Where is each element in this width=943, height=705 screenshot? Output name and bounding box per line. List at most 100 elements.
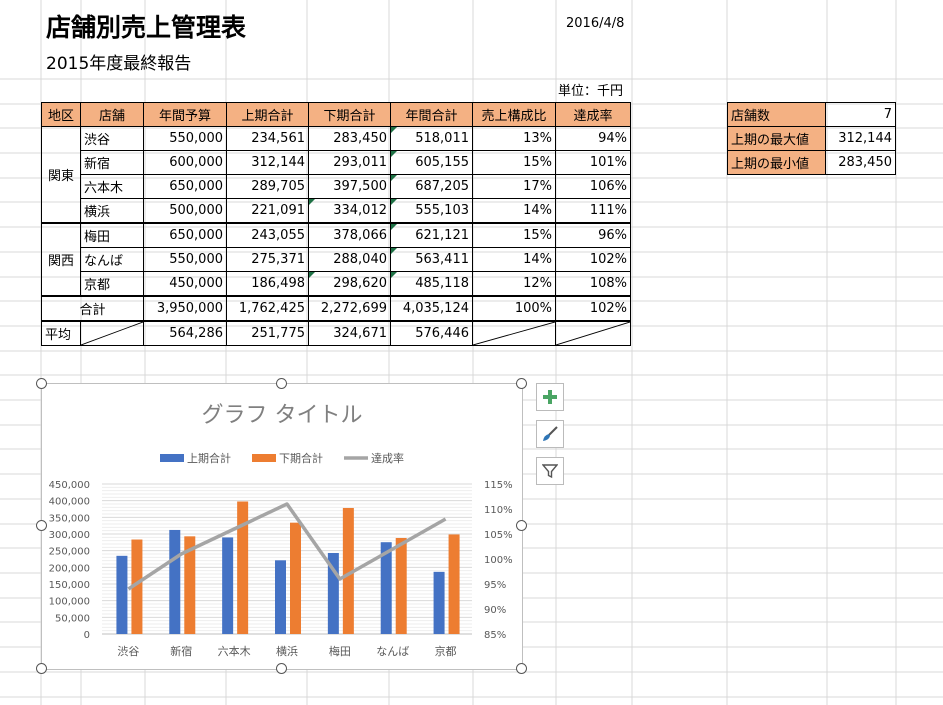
- annual-total-cell[interactable]: 687,205: [390, 174, 473, 199]
- achievement-cell[interactable]: 111%: [555, 198, 631, 224]
- annual-total-cell[interactable]: 563,411: [390, 247, 473, 272]
- first-half-cell[interactable]: 312,144: [226, 150, 309, 175]
- second-half-cell[interactable]: 298,620: [308, 271, 391, 297]
- share-cell[interactable]: 17%: [472, 174, 556, 199]
- chart-title[interactable]: グラフ タイトル: [202, 403, 363, 428]
- annual-total-cell[interactable]: 621,121: [390, 222, 473, 248]
- col-header-annual-total[interactable]: 年間合計: [390, 102, 473, 127]
- second-half-cell[interactable]: 378,066: [308, 222, 391, 248]
- annual-total-cell[interactable]: 485,118: [390, 271, 473, 297]
- annual-total-cell[interactable]: 555,103: [390, 198, 473, 224]
- resize-handle-bottom-right[interactable]: [516, 663, 527, 674]
- share-cell[interactable]: 14%: [472, 198, 556, 224]
- budget-cell[interactable]: 650,000: [143, 174, 227, 199]
- budget-cell[interactable]: 550,000: [143, 247, 227, 272]
- budget-cell[interactable]: 500,000: [143, 198, 227, 224]
- col-header-region[interactable]: 地区: [41, 102, 81, 127]
- average-label[interactable]: 平均: [41, 320, 81, 346]
- first-half-cell[interactable]: 234,561: [226, 126, 309, 151]
- average-first-half-cell[interactable]: 251,775: [226, 320, 309, 346]
- region-kanto[interactable]: 関東: [41, 126, 81, 224]
- store-cell[interactable]: 京都: [80, 271, 144, 297]
- store-count-label[interactable]: 店舗数: [727, 102, 826, 127]
- first-half-cell[interactable]: 221,091: [226, 198, 309, 224]
- total-second-half-cell[interactable]: 2,272,699: [308, 295, 391, 322]
- resize-handle-left[interactable]: [36, 520, 47, 531]
- chart-elements-button[interactable]: [536, 383, 564, 411]
- achievement-cell[interactable]: 108%: [555, 271, 631, 297]
- store-cell[interactable]: 渋谷: [80, 126, 144, 151]
- col-header-store[interactable]: 店舗: [80, 102, 144, 127]
- total-share-cell[interactable]: 100%: [472, 295, 556, 322]
- resize-handle-top-right[interactable]: [516, 378, 527, 389]
- total-first-half-cell[interactable]: 1,762,425: [226, 295, 309, 322]
- share-cell[interactable]: 12%: [472, 271, 556, 297]
- empty-slashed-cell[interactable]: [472, 320, 556, 346]
- store-cell[interactable]: なんば: [80, 247, 144, 272]
- average-budget-cell[interactable]: 564,286: [143, 320, 227, 346]
- share-cell[interactable]: 15%: [472, 150, 556, 175]
- first-half-min-label[interactable]: 上期の最小値: [727, 150, 826, 175]
- formula-warning-indicator: [391, 272, 397, 278]
- average-annual-cell[interactable]: 576,446: [390, 320, 473, 346]
- achievement-cell[interactable]: 106%: [555, 174, 631, 199]
- total-label[interactable]: 合計: [41, 295, 144, 322]
- col-header-second-half[interactable]: 下期合計: [308, 102, 391, 127]
- resize-handle-right[interactable]: [516, 520, 527, 531]
- x-tick-label: 渋谷: [117, 645, 139, 658]
- annual-total-cell[interactable]: 518,011: [390, 126, 473, 151]
- combo-chart[interactable]: グラフ タイトル 上期合計 下期合計 達成率 0 50,000 100,000 150,0…: [41, 383, 523, 670]
- share-cell[interactable]: 14%: [472, 247, 556, 272]
- achievement-cell[interactable]: 102%: [555, 247, 631, 272]
- budget-cell[interactable]: 600,000: [143, 150, 227, 175]
- annual-total-cell[interactable]: 605,155: [390, 150, 473, 175]
- resize-handle-bottom[interactable]: [276, 663, 287, 674]
- chart-styles-button[interactable]: [536, 420, 564, 448]
- total-achievement-cell[interactable]: 102%: [555, 295, 631, 322]
- col-header-first-half[interactable]: 上期合計: [226, 102, 309, 127]
- second-half-cell[interactable]: 288,040: [308, 247, 391, 272]
- chart-legend[interactable]: 上期合計 下期合計 達成率: [160, 451, 404, 465]
- budget-cell[interactable]: 450,000: [143, 271, 227, 297]
- achievement-cell[interactable]: 101%: [555, 150, 631, 175]
- budget-cell[interactable]: 550,000: [143, 126, 227, 151]
- second-half-cell[interactable]: 283,450: [308, 126, 391, 151]
- col-header-achievement[interactable]: 達成率: [555, 102, 631, 127]
- first-half-max-value[interactable]: 312,144: [825, 126, 896, 151]
- resize-handle-top-left[interactable]: [36, 378, 47, 389]
- table-row: 関東 渋谷 550,000 234,561 283,450 518,011 13…: [41, 126, 631, 224]
- resize-handle-bottom-left[interactable]: [36, 663, 47, 674]
- col-header-share[interactable]: 売上構成比: [472, 102, 556, 127]
- store-cell[interactable]: 六本木: [80, 174, 144, 199]
- total-budget-cell[interactable]: 3,950,000: [143, 295, 227, 322]
- first-half-max-label[interactable]: 上期の最大値: [727, 126, 826, 151]
- second-half-cell[interactable]: 397,500: [308, 174, 391, 199]
- col-header-budget[interactable]: 年間予算: [143, 102, 227, 127]
- first-half-cell[interactable]: 275,371: [226, 247, 309, 272]
- budget-cell[interactable]: 650,000: [143, 222, 227, 248]
- store-count-value[interactable]: 7: [825, 102, 896, 127]
- empty-slashed-cell[interactable]: [80, 320, 144, 346]
- second-half-cell[interactable]: 334,012: [308, 198, 391, 224]
- average-second-half-cell[interactable]: 324,671: [308, 320, 391, 346]
- region-kansai[interactable]: 関西: [41, 222, 81, 297]
- store-cell[interactable]: 梅田: [80, 222, 144, 248]
- y-tick-label: 250,000: [49, 547, 90, 558]
- first-half-cell[interactable]: 186,498: [226, 271, 309, 297]
- share-cell[interactable]: 15%: [472, 222, 556, 248]
- legend-swatch: [160, 454, 184, 462]
- store-cell[interactable]: 横浜: [80, 198, 144, 224]
- total-annual-cell[interactable]: 4,035,124: [390, 295, 473, 322]
- store-cell[interactable]: 新宿: [80, 150, 144, 175]
- share-cell[interactable]: 13%: [472, 126, 556, 151]
- first-half-cell[interactable]: 289,705: [226, 174, 309, 199]
- achievement-cell[interactable]: 94%: [555, 126, 631, 151]
- first-half-cell[interactable]: 243,055: [226, 222, 309, 248]
- second-half-cell[interactable]: 293,011: [308, 150, 391, 175]
- empty-slashed-cell[interactable]: [555, 320, 631, 346]
- y2-tick-label: 85%: [484, 630, 506, 641]
- first-half-min-value[interactable]: 283,450: [825, 150, 896, 175]
- achievement-cell[interactable]: 96%: [555, 222, 631, 248]
- resize-handle-top[interactable]: [276, 378, 287, 389]
- chart-filters-button[interactable]: [536, 457, 564, 485]
